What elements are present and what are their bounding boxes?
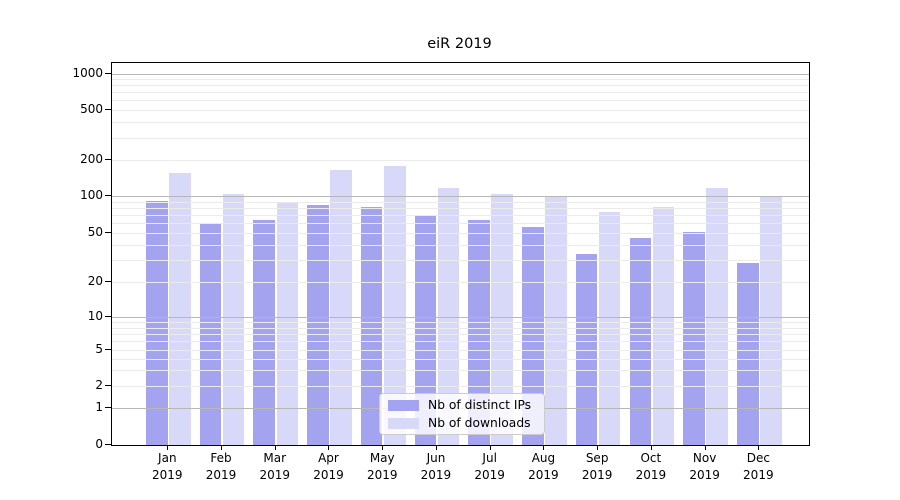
bar-distinct_ips-dec <box>737 262 759 445</box>
bar-downloads-dec <box>760 196 782 445</box>
bar-downloads-feb <box>222 194 245 445</box>
y-tick-label: 0 <box>95 436 103 451</box>
x-tick-label: Aug 2019 <box>528 451 559 482</box>
bar-distinct_ips-nov <box>683 232 705 445</box>
y-tick <box>105 385 111 386</box>
legend-item-downloads: Nb of downloads <box>380 416 544 430</box>
y-tick <box>105 232 111 233</box>
y-tick <box>105 158 111 160</box>
x-tick-label: Oct 2019 <box>635 451 667 482</box>
bar-downloads-jun <box>437 187 460 445</box>
bar-distinct_ips-may <box>360 207 383 445</box>
y-tick <box>105 348 111 350</box>
x-tick <box>704 445 706 450</box>
x-tick-label: Nov 2019 <box>689 451 720 482</box>
bar-distinct_ips-mar <box>253 219 275 445</box>
legend-swatch-distinct-ips <box>388 399 419 411</box>
bars-layer <box>112 63 809 445</box>
x-tick-label: Jan 2019 <box>152 451 183 482</box>
legend: Nb of distinct IPs Nb of downloads <box>379 393 545 435</box>
bar-distinct_ips-jul <box>468 219 490 445</box>
bar-downloads-sep <box>598 211 621 445</box>
bar-downloads-may <box>384 166 406 445</box>
bar-downloads-oct <box>652 207 675 445</box>
bar-distinct_ips-apr <box>307 204 329 445</box>
y-tick <box>105 406 111 408</box>
x-tick-label: Jun 2019 <box>420 451 452 482</box>
legend-item-distinct-ips: Nb of distinct IPs <box>380 398 544 412</box>
x-tick-label: Jul 2019 <box>474 451 505 482</box>
legend-swatch-downloads <box>388 417 419 429</box>
x-tick-label: May 2019 <box>366 451 398 482</box>
y-tick <box>105 281 111 282</box>
x-tick <box>274 445 276 450</box>
bar-downloads-jul <box>491 194 513 445</box>
y-tick-label: 100 <box>80 188 103 202</box>
chart-title: eiR 2019 <box>427 36 492 52</box>
y-tick-label: 1 <box>95 399 103 414</box>
x-tick-label: Dec 2019 <box>743 451 774 482</box>
x-tick <box>435 445 437 450</box>
x-tick-label: Apr 2019 <box>313 451 344 482</box>
y-tick <box>105 443 111 445</box>
y-tick <box>105 195 111 196</box>
x-tick <box>382 445 384 450</box>
legend-label-distinct-ips: Nb of distinct IPs <box>428 398 532 412</box>
bar-distinct_ips-jan <box>146 200 168 445</box>
x-tick <box>167 445 169 450</box>
y-tick <box>105 316 111 318</box>
x-tick <box>758 445 760 450</box>
bar-distinct_ips-sep <box>575 254 598 445</box>
bar-downloads-jan <box>169 172 191 445</box>
bar-distinct_ips-jun <box>414 214 437 445</box>
plot-area: Nb of distinct IPs Nb of downloads <box>111 62 810 446</box>
y-tick <box>105 72 111 74</box>
y-tick-label: 50 <box>87 225 103 239</box>
x-tick <box>543 445 545 450</box>
y-tick-label: 1000 <box>72 65 103 80</box>
x-tick <box>489 445 491 450</box>
y-tick-label: 2 <box>95 378 103 392</box>
y-tick-label: 200 <box>80 151 103 166</box>
bar-distinct_ips-oct <box>629 237 652 445</box>
x-tick <box>650 445 652 450</box>
x-tick-label: Sep 2019 <box>581 451 613 482</box>
legend-label-downloads: Nb of downloads <box>428 416 531 430</box>
x-tick-label: Mar 2019 <box>259 451 291 482</box>
x-tick <box>597 445 599 450</box>
bar-downloads-nov <box>706 187 728 445</box>
y-tick-label: 500 <box>80 101 103 116</box>
y-tick-label: 5 <box>95 341 103 356</box>
y-tick-label: 20 <box>87 274 103 288</box>
bar-downloads-mar <box>276 201 299 445</box>
bar-distinct_ips-feb <box>199 223 222 445</box>
bar-downloads-aug <box>545 196 567 445</box>
bar-downloads-apr <box>330 170 352 445</box>
y-tick <box>105 108 111 110</box>
y-tick-label: 10 <box>87 309 103 324</box>
x-tick <box>328 445 330 450</box>
bar-distinct_ips-aug <box>522 226 544 445</box>
x-tick-label: Feb 2019 <box>205 451 237 482</box>
x-tick <box>221 445 223 450</box>
